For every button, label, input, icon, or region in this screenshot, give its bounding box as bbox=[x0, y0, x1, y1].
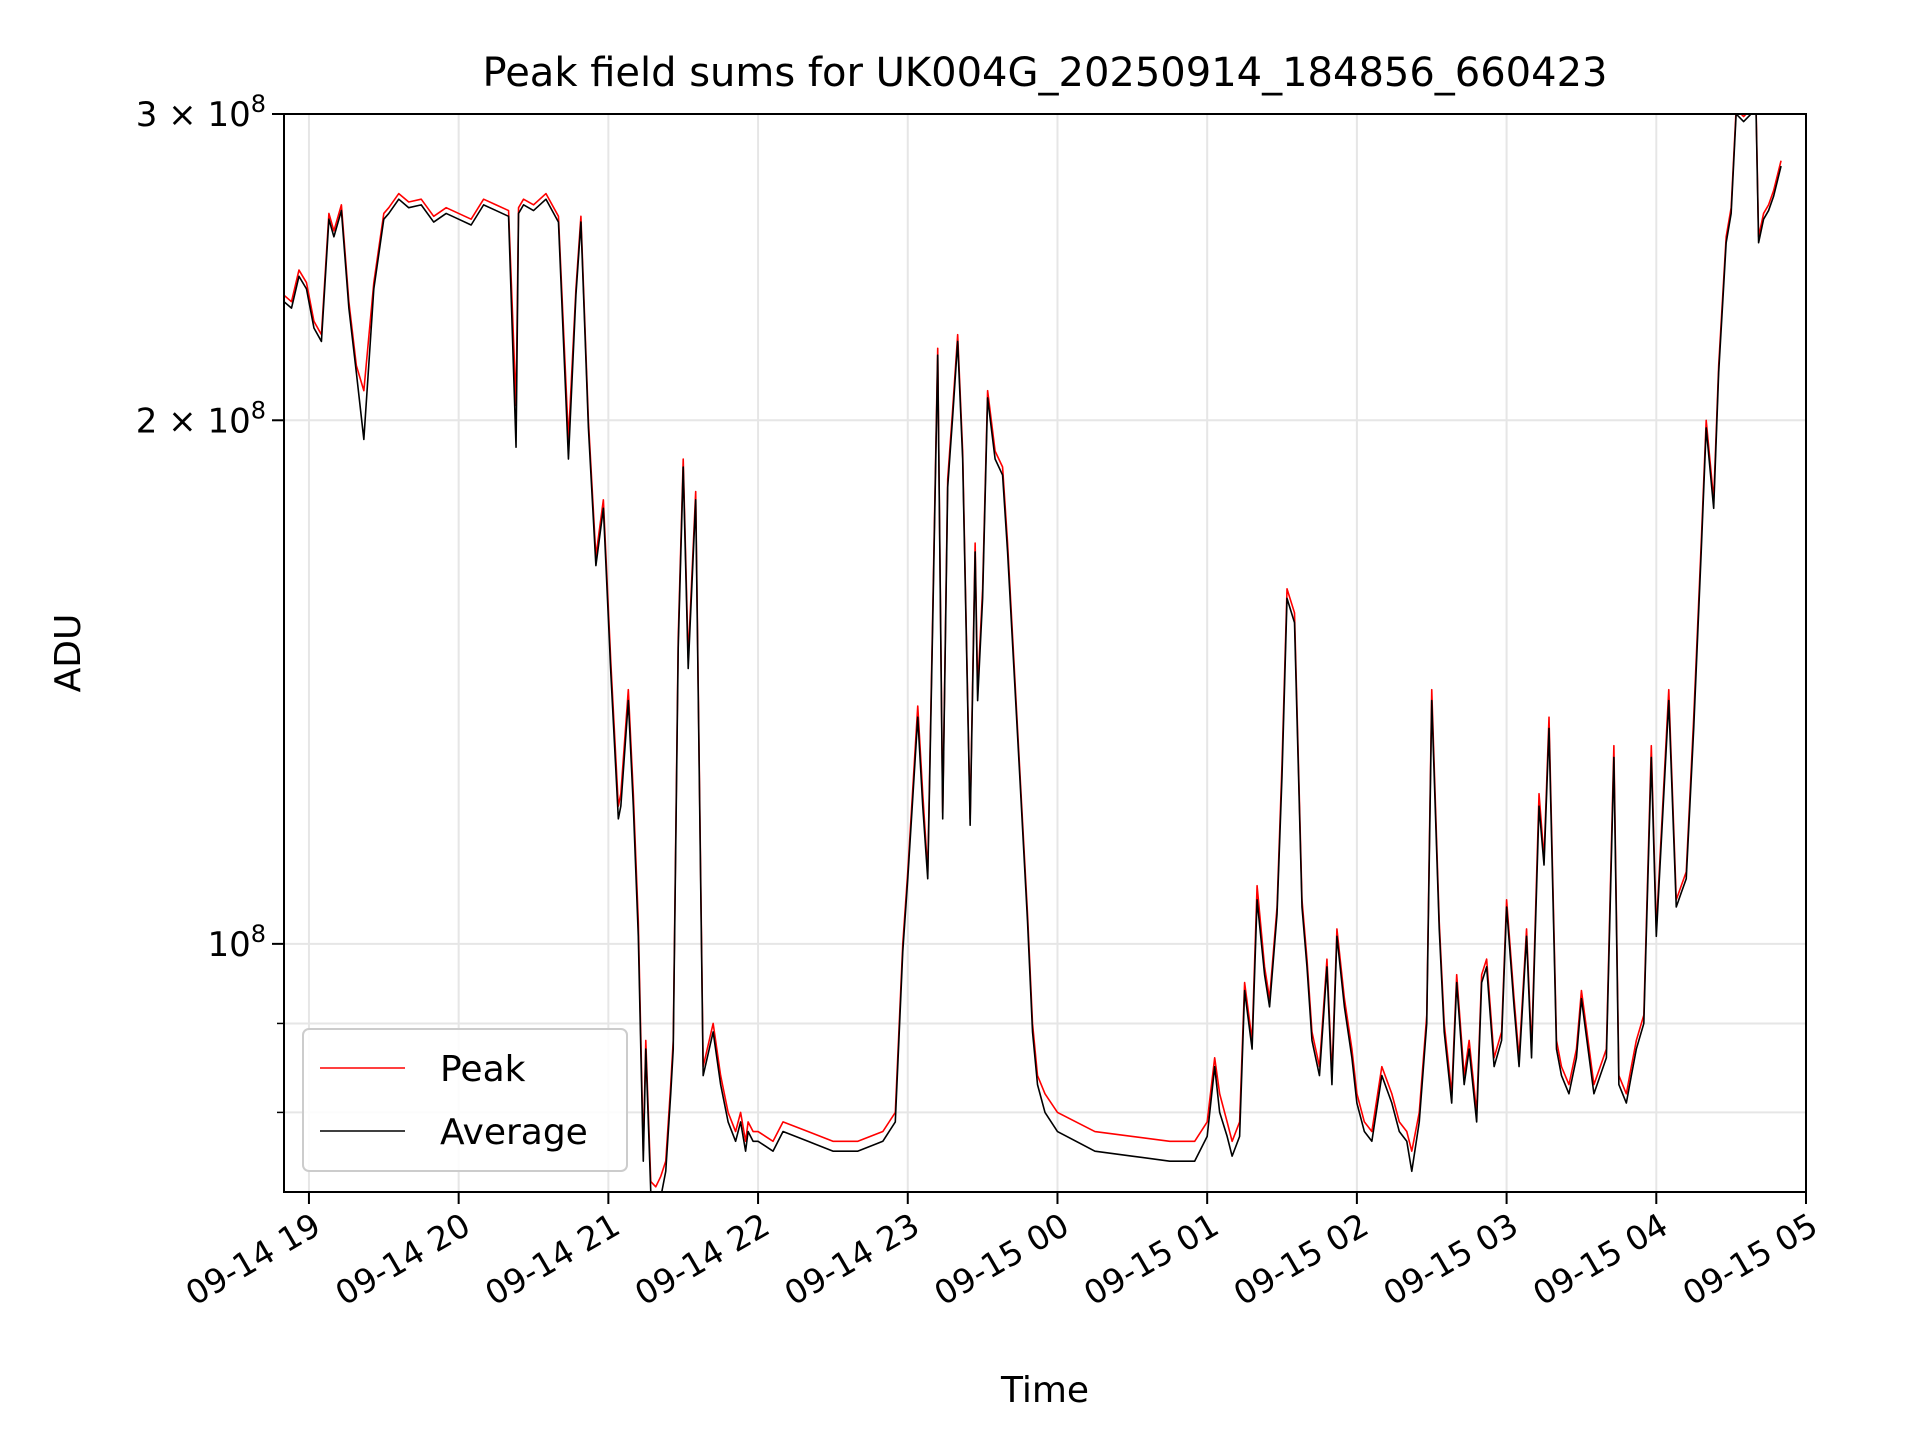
legend-peak-label: Peak bbox=[440, 1049, 526, 1090]
y-tick-label: 3 × 108 bbox=[136, 90, 266, 135]
series-layer bbox=[284, 114, 1782, 1192]
plot-frame bbox=[283, 113, 1807, 1193]
y-tick-label: 2 × 108 bbox=[136, 396, 266, 441]
y-tick-label: 108 bbox=[207, 920, 266, 965]
chart-title: Peak field sums for UK004G_20250914_1848… bbox=[483, 50, 1608, 96]
x-axis-label: Time bbox=[1000, 1370, 1089, 1411]
series-group bbox=[284, 114, 1782, 1192]
y-axis-label: ADU bbox=[48, 614, 89, 693]
legend-average-label: Average bbox=[440, 1112, 588, 1153]
legend-box bbox=[302, 1028, 628, 1172]
average-series-line bbox=[284, 114, 1782, 1192]
legend: Peak Average bbox=[302, 1028, 628, 1172]
